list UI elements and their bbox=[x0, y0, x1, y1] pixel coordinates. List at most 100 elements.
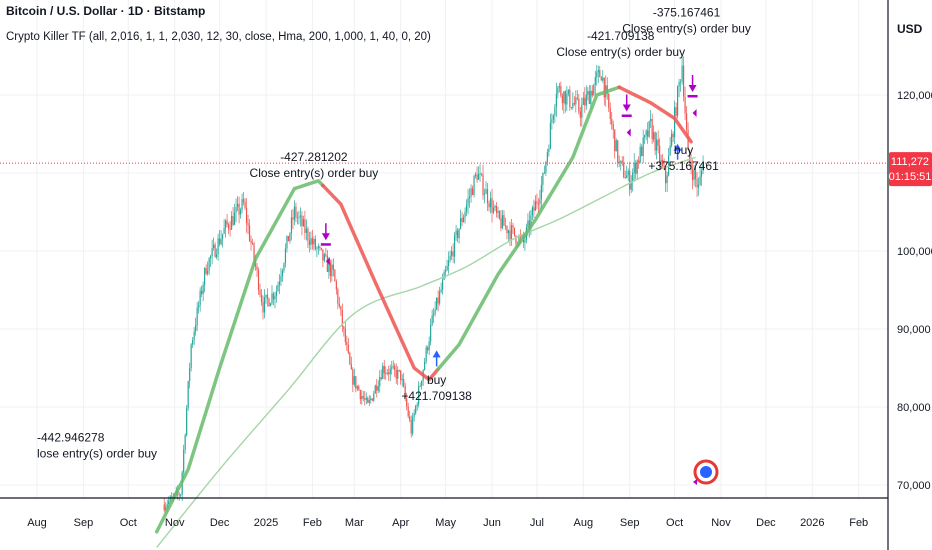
candle-body bbox=[383, 365, 385, 374]
candle-body bbox=[503, 215, 505, 226]
candle-body bbox=[343, 326, 345, 329]
y-tick-label: 70,000 bbox=[897, 480, 931, 492]
candle-body bbox=[392, 365, 394, 368]
candle-body bbox=[298, 216, 300, 218]
candle-body bbox=[632, 172, 634, 182]
candle-body bbox=[467, 198, 469, 205]
candle-body bbox=[382, 365, 384, 379]
exit-flag-icon bbox=[692, 109, 697, 117]
candle-body bbox=[371, 398, 373, 401]
candle-body bbox=[524, 240, 526, 243]
candle-body bbox=[688, 149, 691, 162]
exit-flag-icon bbox=[626, 128, 631, 137]
candle-body bbox=[642, 137, 644, 156]
candle-body bbox=[385, 372, 387, 374]
candle-body bbox=[702, 163, 704, 171]
x-tick-label: Dec bbox=[756, 517, 776, 529]
candle-body bbox=[275, 291, 278, 296]
candle-body bbox=[364, 398, 366, 400]
buy-arrow-icon bbox=[673, 143, 682, 151]
candle-body bbox=[651, 119, 653, 140]
x-tick-label: Feb bbox=[849, 517, 868, 529]
candle-body bbox=[424, 361, 426, 370]
candle-body bbox=[615, 140, 617, 152]
candle-body bbox=[567, 89, 569, 94]
trade-annotation-text: Close entry(s) order buy bbox=[250, 166, 379, 180]
candle-body bbox=[471, 188, 474, 195]
candle-body bbox=[358, 386, 360, 391]
trade-markers bbox=[320, 75, 698, 367]
candle-body bbox=[195, 325, 197, 332]
candle-body bbox=[504, 225, 507, 227]
time-axis[interactable]: Aug Sep Oct Nov Dec 2025 Feb Mar Apr May Jun Jul Aug… bbox=[27, 517, 868, 529]
candle-body bbox=[293, 206, 296, 220]
x-tick-label: Nov bbox=[165, 517, 185, 529]
candle-body bbox=[430, 325, 432, 342]
candle-body bbox=[563, 91, 565, 104]
candle-body bbox=[647, 130, 649, 137]
candle-body bbox=[588, 91, 590, 104]
trade-annotation-text: -427.281202 bbox=[280, 150, 348, 164]
candle-body bbox=[470, 188, 472, 197]
candle-body bbox=[301, 215, 303, 227]
candle-body bbox=[307, 228, 309, 241]
candle-body bbox=[289, 233, 291, 242]
candle-body bbox=[497, 211, 499, 213]
indicator-legend[interactable]: Crypto Killer TF (all, 2,016, 1, 1, 2,03… bbox=[6, 31, 431, 43]
candle-body bbox=[546, 152, 548, 162]
candle-body bbox=[482, 174, 484, 195]
candle-body bbox=[518, 236, 520, 245]
candle-body bbox=[614, 129, 616, 152]
candle-body bbox=[331, 264, 333, 277]
candle-body bbox=[452, 251, 454, 257]
candle-body bbox=[163, 504, 165, 511]
candle-body bbox=[536, 201, 538, 204]
candle-body bbox=[437, 297, 439, 304]
candle-body bbox=[166, 504, 168, 507]
candle-body bbox=[512, 225, 514, 228]
candle-body bbox=[679, 81, 682, 83]
trade-annotation-text: -442.946278 bbox=[37, 431, 105, 445]
candle-body bbox=[650, 119, 652, 122]
candle-body bbox=[479, 173, 481, 175]
candle-body bbox=[287, 235, 290, 242]
x-tick-label: Jul bbox=[530, 517, 544, 529]
candle-body bbox=[326, 255, 328, 272]
y-tick-label: 120,000 bbox=[897, 90, 932, 102]
candle-body bbox=[684, 96, 686, 114]
candle-body bbox=[611, 118, 613, 125]
candle-body bbox=[596, 72, 598, 78]
candle-body bbox=[373, 393, 375, 401]
candle-body bbox=[539, 199, 541, 204]
currency-label[interactable]: USD bbox=[897, 22, 923, 36]
sell-arrow-icon bbox=[688, 85, 697, 92]
candle-body bbox=[292, 217, 294, 220]
candle-body bbox=[564, 91, 566, 105]
candle-body bbox=[302, 219, 305, 227]
candle-body bbox=[395, 370, 397, 379]
symbol-title[interactable]: Bitcoin / U.S. Dollar · 1D · Bitstamp bbox=[6, 4, 206, 18]
candle-body bbox=[545, 161, 547, 173]
candle-body bbox=[386, 372, 388, 374]
candle-body bbox=[229, 228, 231, 230]
x-tick-label: Sep bbox=[620, 517, 640, 529]
candle-body bbox=[320, 247, 322, 250]
candle-body bbox=[208, 258, 210, 271]
candle-body bbox=[533, 207, 535, 211]
logo-core bbox=[700, 466, 712, 478]
candle-body bbox=[313, 238, 315, 245]
x-tick-label: Nov bbox=[711, 517, 731, 529]
x-tick-label: May bbox=[435, 517, 456, 529]
candle-body bbox=[299, 215, 302, 217]
candle-body bbox=[196, 307, 198, 326]
candle-body bbox=[500, 218, 502, 229]
candle-body bbox=[515, 235, 517, 244]
candle-body bbox=[230, 215, 233, 230]
tradingview-logo[interactable] bbox=[693, 459, 719, 485]
candle-body bbox=[344, 328, 346, 342]
y-tick-label: 80,000 bbox=[897, 402, 931, 414]
trade-annotation-text: +375.167461 bbox=[648, 159, 719, 173]
candle-body bbox=[476, 174, 478, 180]
